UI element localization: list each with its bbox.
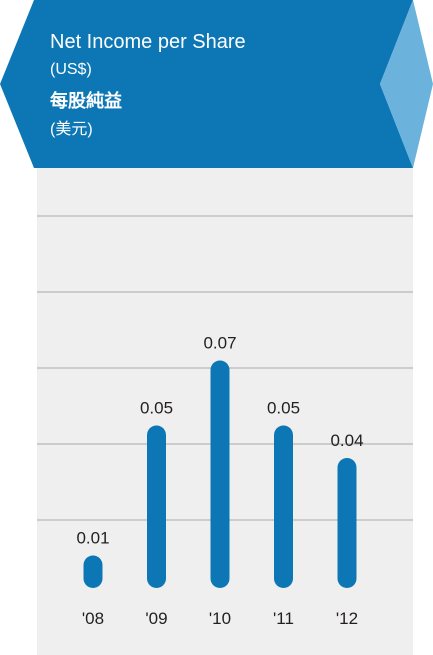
banner-ribbon (0, 0, 413, 168)
chart-panel: 0.01 '08 0.05 '09 0.07 '10 0.05 '11 0.04 '12 (37, 168, 413, 655)
bar-09 (147, 425, 166, 588)
x-tick-label: '09 (145, 609, 167, 628)
chart-unit: (US$) (50, 61, 92, 78)
bar-11 (274, 425, 293, 588)
x-tick-label: '08 (82, 609, 104, 628)
data-label: 0.05 (140, 399, 173, 418)
bar-08 (83, 555, 103, 588)
data-label: 0.01 (76, 529, 109, 548)
bar-10 (210, 360, 230, 588)
chart-unit-chinese: (美元) (50, 121, 93, 138)
bar-12 (337, 458, 357, 588)
chart-title-chinese: 每股純益 (50, 91, 122, 111)
header-banner: Net Income per Share (US$) 每股純益 (美元) (0, 0, 433, 168)
x-tick-label: '10 (209, 609, 231, 628)
x-tick-label: '11 (273, 609, 294, 628)
banner-arrow-tip (380, 0, 433, 168)
x-tick-label: '12 (336, 609, 358, 628)
data-label: 0.07 (203, 334, 236, 353)
data-label: 0.05 (267, 399, 300, 418)
banner-shape (0, 0, 433, 168)
data-label: 0.04 (330, 431, 363, 450)
chart-title: Net Income per Share (50, 31, 246, 53)
bar-chart: 0.01 '08 0.05 '09 0.07 '10 0.05 '11 0.04 '12 (37, 215, 413, 628)
